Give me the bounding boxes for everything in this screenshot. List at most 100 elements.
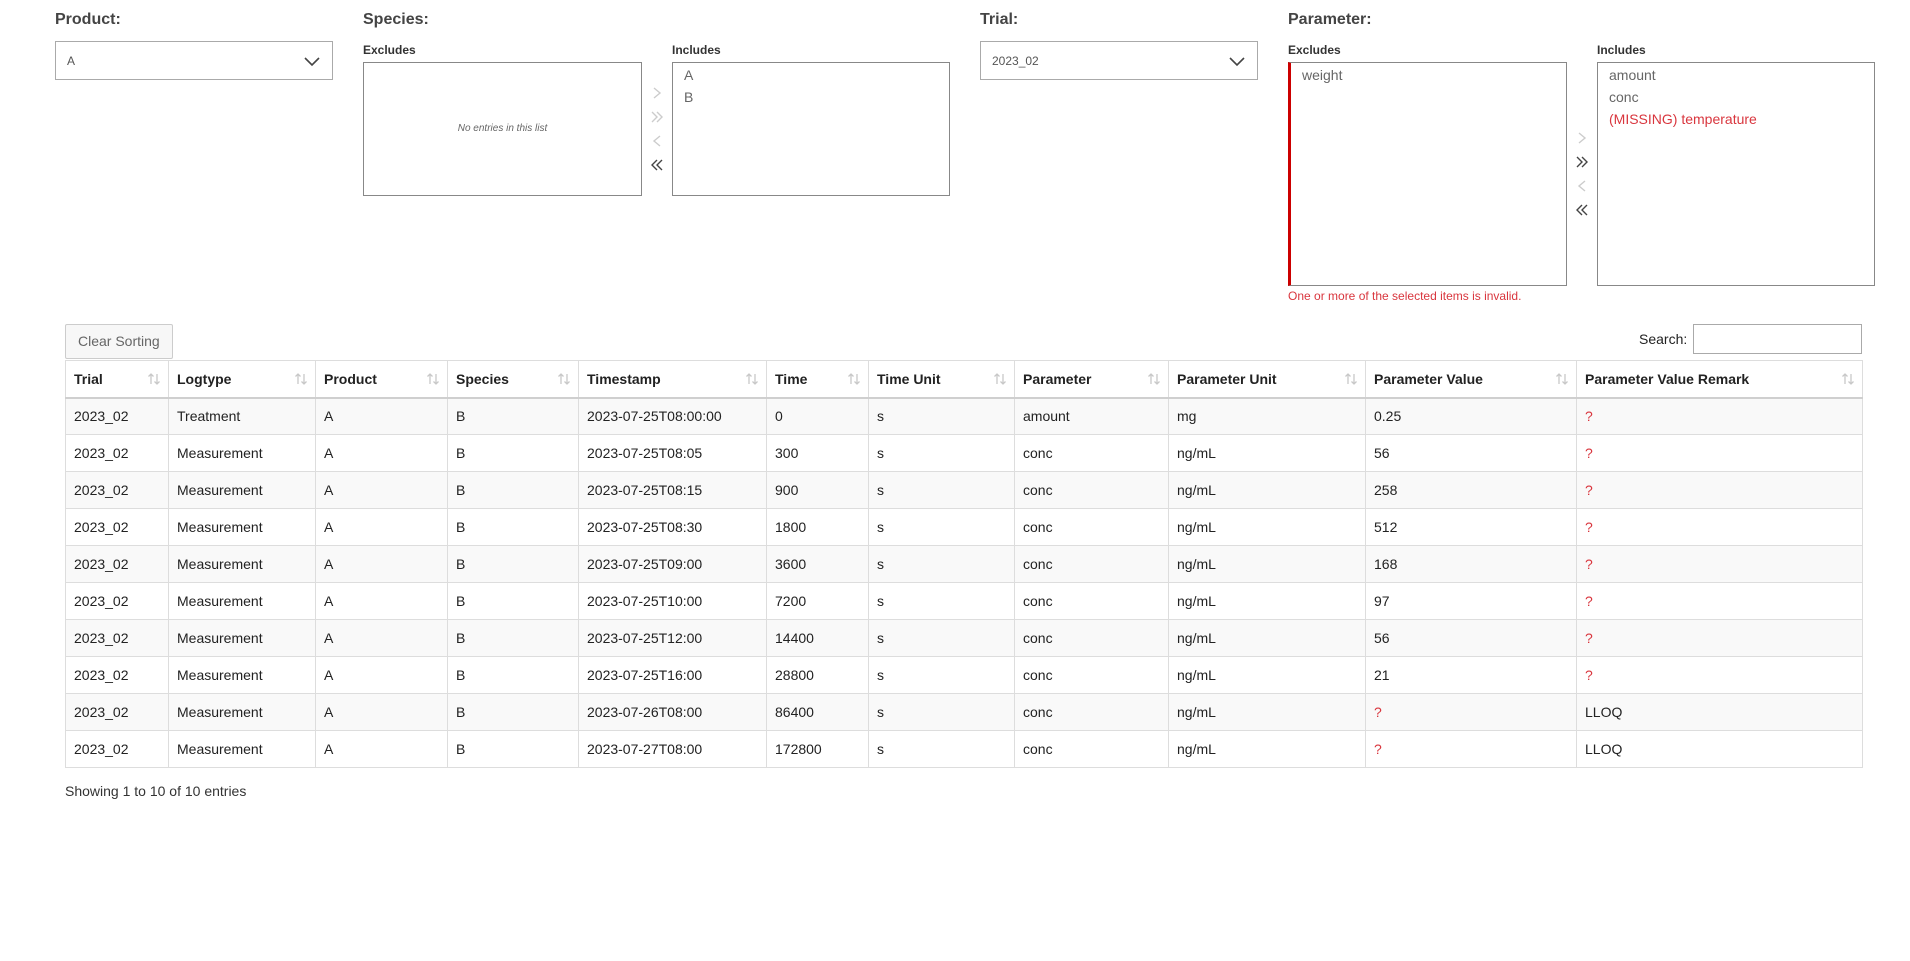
table-cell-time-unit: s bbox=[868, 434, 1015, 472]
chevron-down-icon bbox=[304, 57, 320, 67]
table-cell-parameter-value: 56 bbox=[1365, 619, 1577, 657]
parameter-move-left-button[interactable] bbox=[1572, 174, 1592, 198]
parameter-move-all-left-button[interactable] bbox=[1572, 198, 1592, 222]
list-item-invalid[interactable]: (MISSING) temperature bbox=[1609, 111, 1757, 127]
product-select[interactable]: A bbox=[55, 41, 333, 80]
parameter-move-all-right-button[interactable] bbox=[1572, 150, 1592, 174]
product-selected-value: A bbox=[67, 54, 76, 68]
species-excludes-list[interactable]: No entries in this list bbox=[363, 62, 642, 196]
list-item[interactable]: B bbox=[684, 89, 694, 105]
table-cell-logtype: Measurement bbox=[168, 545, 316, 583]
table-cell-parameter-value: 168 bbox=[1365, 545, 1577, 583]
table-cell-parameter-value-remark: ? bbox=[1576, 471, 1863, 509]
table-row: 2023_02 Measurement A B 2023-07-25T08:30 1800… bbox=[65, 508, 1863, 546]
table-cell-logtype: Measurement bbox=[168, 730, 316, 768]
table-cell-time: 300 bbox=[766, 434, 869, 472]
table-cell-trial: 2023_02 bbox=[65, 397, 169, 435]
species-move-right-button[interactable] bbox=[647, 81, 667, 105]
column-header-time[interactable]: Time bbox=[766, 360, 869, 399]
table-cell-parameter: conc bbox=[1014, 656, 1169, 694]
list-item[interactable]: weight bbox=[1302, 67, 1343, 83]
list-item[interactable]: amount bbox=[1609, 67, 1656, 83]
table-cell-species: B bbox=[447, 619, 579, 657]
table-cell-logtype: Treatment bbox=[168, 397, 316, 435]
chevron-down-icon bbox=[1229, 57, 1245, 67]
column-header-label: Parameter Value bbox=[1374, 370, 1483, 387]
table-cell-parameter-unit: mg bbox=[1168, 397, 1366, 435]
table-cell-parameter-value-remark: ? bbox=[1576, 619, 1863, 657]
column-header-parameter-unit[interactable]: Parameter Unit bbox=[1168, 360, 1366, 399]
table-cell-parameter-value: 0.25 bbox=[1365, 397, 1577, 435]
column-header-label: Parameter bbox=[1023, 370, 1092, 387]
table-cell-parameter-value-remark: ? bbox=[1576, 397, 1863, 435]
double-chevron-left-icon bbox=[1576, 204, 1588, 216]
search-input[interactable] bbox=[1693, 324, 1862, 354]
parameter-includes-label: Includes bbox=[1597, 43, 1646, 57]
table-cell-logtype: Measurement bbox=[168, 693, 316, 731]
table-cell-time-unit: s bbox=[868, 545, 1015, 583]
column-header-logtype[interactable]: Logtype bbox=[168, 360, 316, 399]
list-item[interactable]: conc bbox=[1609, 89, 1639, 105]
species-label: Species: bbox=[363, 11, 429, 28]
table-cell-product: A bbox=[315, 397, 448, 435]
column-header-parameter-value-remark[interactable]: Parameter Value Remark bbox=[1576, 360, 1863, 399]
column-header-parameter-value[interactable]: Parameter Value bbox=[1365, 360, 1577, 399]
table-cell-time: 7200 bbox=[766, 582, 869, 620]
column-header-species[interactable]: Species bbox=[447, 360, 579, 399]
table-cell-timestamp: 2023-07-27T08:00 bbox=[578, 730, 767, 768]
column-header-label: Parameter Value Remark bbox=[1585, 370, 1750, 387]
table-cell-parameter-value-remark: ? bbox=[1576, 582, 1863, 620]
table-row: 2023_02 Measurement A B 2023-07-27T08:00 1728… bbox=[65, 730, 1863, 768]
table-info: Showing 1 to 10 of 10 entries bbox=[65, 783, 247, 799]
sort-icon bbox=[1345, 373, 1357, 385]
table-cell-time: 172800 bbox=[766, 730, 869, 768]
sort-icon bbox=[295, 373, 307, 385]
species-move-left-button[interactable] bbox=[647, 129, 667, 153]
table-cell-species: B bbox=[447, 730, 579, 768]
table-cell-trial: 2023_02 bbox=[65, 508, 169, 546]
table-cell-logtype: Measurement bbox=[168, 619, 316, 657]
species-move-all-right-button[interactable] bbox=[647, 105, 667, 129]
table-cell-trial: 2023_02 bbox=[65, 434, 169, 472]
table-row: 2023_02 Measurement A B 2023-07-25T16:00 2880… bbox=[65, 656, 1863, 694]
species-includes-list[interactable]: A B bbox=[672, 62, 950, 196]
table-cell-product: A bbox=[315, 545, 448, 583]
table-cell-parameter-value-remark: ? bbox=[1576, 545, 1863, 583]
parameter-includes-list[interactable]: amount conc (MISSING) temperature bbox=[1597, 62, 1875, 286]
table-row: 2023_02 Treatment A B 2023-07-25T08:00:00 0 s a… bbox=[65, 397, 1863, 435]
table-cell-timestamp: 2023-07-25T08:00:00 bbox=[578, 397, 767, 435]
sort-icon bbox=[848, 373, 860, 385]
column-header-label: Parameter Unit bbox=[1177, 370, 1277, 387]
table-cell-parameter-value-remark: LLOQ bbox=[1576, 730, 1863, 768]
table-cell-product: A bbox=[315, 471, 448, 509]
table-cell-parameter: conc bbox=[1014, 693, 1169, 731]
table-cell-time: 28800 bbox=[766, 656, 869, 694]
species-move-all-left-button[interactable] bbox=[647, 153, 667, 177]
column-header-timestamp[interactable]: Timestamp bbox=[578, 360, 767, 399]
list-item[interactable]: A bbox=[684, 67, 694, 83]
table-cell-parameter: conc bbox=[1014, 434, 1169, 472]
table-cell-time-unit: s bbox=[868, 397, 1015, 435]
table-cell-parameter-value: ? bbox=[1365, 693, 1577, 731]
column-header-time-unit[interactable]: Time Unit bbox=[868, 360, 1015, 399]
table-cell-time-unit: s bbox=[868, 471, 1015, 509]
clear-sorting-button[interactable]: Clear Sorting bbox=[65, 324, 173, 359]
table-cell-species: B bbox=[447, 508, 579, 546]
trial-select[interactable]: 2023_02 bbox=[980, 41, 1258, 80]
double-chevron-right-icon bbox=[1576, 156, 1588, 168]
column-header-label: Logtype bbox=[177, 370, 232, 387]
table-cell-time: 0 bbox=[766, 397, 869, 435]
column-header-trial[interactable]: Trial bbox=[65, 360, 169, 399]
table-row: 2023_02 Measurement A B 2023-07-25T09:00 3600… bbox=[65, 545, 1863, 583]
column-header-product[interactable]: Product bbox=[315, 360, 448, 399]
table-cell-product: A bbox=[315, 508, 448, 546]
parameter-move-right-button[interactable] bbox=[1572, 126, 1592, 150]
table-cell-time: 1800 bbox=[766, 508, 869, 546]
table-cell-product: A bbox=[315, 693, 448, 731]
table-cell-timestamp: 2023-07-25T10:00 bbox=[578, 582, 767, 620]
sort-icon bbox=[1148, 373, 1160, 385]
column-header-parameter[interactable]: Parameter bbox=[1014, 360, 1169, 399]
parameter-excludes-list[interactable]: weight bbox=[1288, 62, 1567, 286]
table-cell-parameter-unit: ng/mL bbox=[1168, 693, 1366, 731]
parameter-excludes-label: Excludes bbox=[1288, 43, 1341, 57]
